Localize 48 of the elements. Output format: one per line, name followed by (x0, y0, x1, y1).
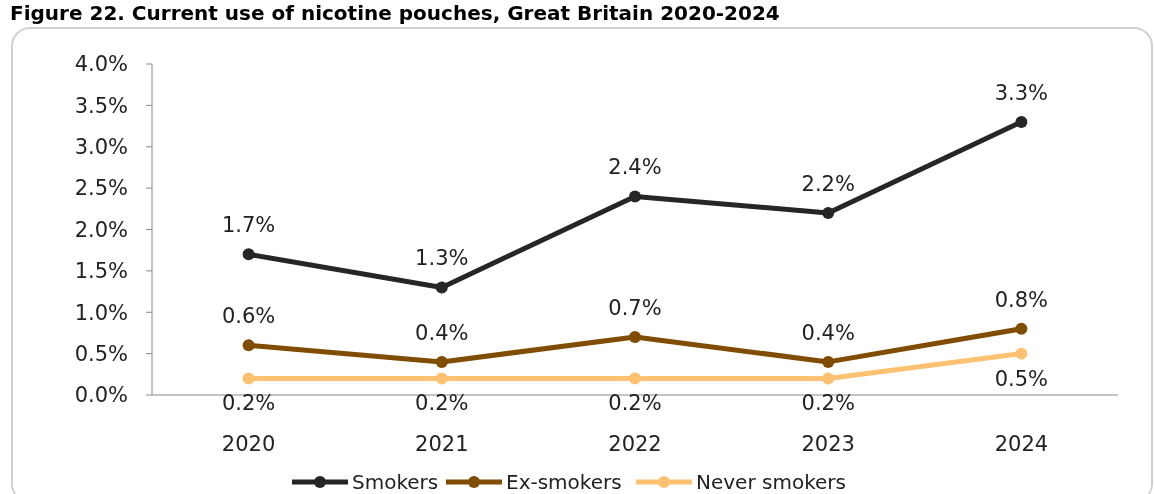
point (822, 372, 835, 385)
data-label: 0.5% (994, 366, 1049, 391)
x-tick-label: 2020 (221, 432, 276, 456)
data-label: 0.8% (994, 287, 1049, 312)
y-tick-label: 2.5% (74, 176, 128, 201)
x-tick-label: 2022 (608, 432, 662, 456)
legend-label: Ex-smokers (506, 470, 622, 494)
data-label: 0.7% (608, 296, 662, 321)
x-tick-label: 2021 (415, 432, 469, 456)
point (1015, 347, 1028, 360)
data-label: 0.4% (415, 320, 469, 345)
data-label: 0.4% (801, 320, 855, 345)
point (242, 372, 255, 385)
legend-label: Smokers (352, 470, 439, 494)
data-label: 0.2% (415, 391, 469, 416)
data-label: 2.4% (608, 155, 662, 180)
point (435, 372, 448, 385)
x-tick-label: 2024 (994, 432, 1049, 456)
y-tick-label: 3.0% (74, 135, 128, 160)
chart-title: Figure 22. Current use of nicotine pouches, Great Britain 2020-2024 (10, 1, 780, 25)
point (822, 355, 835, 368)
point (629, 331, 641, 344)
point (1015, 322, 1028, 335)
point (629, 190, 641, 203)
data-label: 1.3% (415, 246, 469, 271)
data-label: 1.7% (221, 213, 276, 238)
y-tick-label: 0.0% (74, 383, 128, 408)
point (242, 339, 255, 352)
data-label: 0.2% (801, 391, 855, 416)
point (435, 355, 448, 368)
y-tick-label: 3.5% (74, 93, 128, 118)
point (1015, 115, 1028, 128)
y-tick-label: 0.5% (74, 341, 128, 366)
y-tick-label: 1.5% (74, 259, 128, 284)
data-label: 0.2% (608, 391, 662, 416)
x-tick-label: 2023 (801, 432, 855, 456)
point (435, 281, 448, 294)
point (629, 372, 641, 385)
data-label: 0.2% (221, 391, 276, 416)
y-tick-label: 1.0% (74, 300, 128, 325)
y-tick-label: 4.0% (74, 52, 128, 77)
y-tick-label: 2.0% (74, 217, 128, 242)
point (242, 248, 255, 261)
legend-label: Never smokers (696, 470, 846, 494)
point (822, 206, 835, 219)
data-label: 0.6% (221, 304, 276, 329)
data-label: 3.3% (994, 80, 1049, 105)
data-label: 2.2% (801, 171, 855, 196)
